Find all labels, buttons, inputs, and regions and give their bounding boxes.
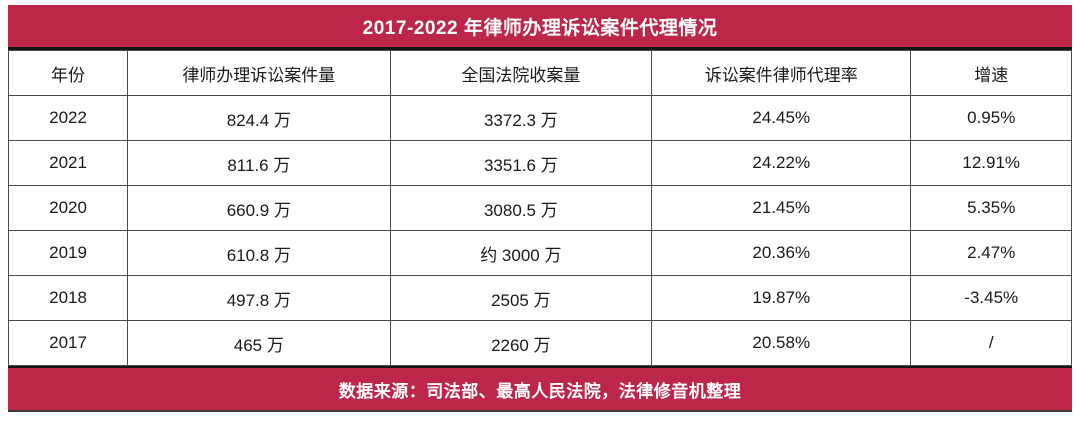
cell-growth: 2.47% <box>910 230 1072 276</box>
cell-agency-rate: 24.45% <box>651 95 912 141</box>
cell-lawyer-cases: 824.4 万 <box>127 95 391 141</box>
column-header-agency-rate: 诉讼案件律师代理率 <box>651 50 912 96</box>
cell-year: 2022 <box>7 95 129 141</box>
table-header-row: 年份 律师办理诉讼案件量 全国法院收案量 诉讼案件律师代理率 增速 <box>7 50 1072 96</box>
cell-agency-rate: 24.22% <box>651 140 912 186</box>
table-row: 2018 497.8 万 2505 万 19.87% -3.45% <box>7 275 1072 321</box>
source-note: 数据来源：司法部、最高人民法院，法律修音机整理 <box>338 381 742 401</box>
table-row: 2019 610.8 万 约 3000 万 20.36% 2.47% <box>7 230 1072 276</box>
table-row: 2020 660.9 万 3080.5 万 21.45% 5.35% <box>7 185 1072 231</box>
cell-lawyer-cases: 660.9 万 <box>127 185 391 231</box>
cell-growth: 12.91% <box>910 140 1072 186</box>
cell-court-cases: 约 3000 万 <box>389 230 653 276</box>
table-row: 2022 824.4 万 3372.3 万 24.45% 0.95% <box>7 95 1072 141</box>
cell-agency-rate: 20.36% <box>651 230 912 276</box>
cell-year: 2019 <box>7 230 129 276</box>
column-header-court-cases: 全国法院收案量 <box>389 50 653 96</box>
cell-year: 2020 <box>7 185 129 231</box>
cell-agency-rate: 19.87% <box>651 275 912 321</box>
cell-growth: 5.35% <box>910 185 1072 231</box>
cell-court-cases: 2260 万 <box>389 320 653 366</box>
table-row: 2021 811.6 万 3351.6 万 24.22% 12.91% <box>7 140 1072 186</box>
column-header-lawyer-cases: 律师办理诉讼案件量 <box>127 50 391 96</box>
statistics-table: 年份 律师办理诉讼案件量 全国法院收案量 诉讼案件律师代理率 增速 2022 8… <box>7 50 1072 366</box>
table-row: 2017 465 万 2260 万 20.58% / <box>7 320 1072 366</box>
cell-lawyer-cases: 610.8 万 <box>127 230 391 276</box>
cell-lawyer-cases: 497.8 万 <box>127 275 391 321</box>
cell-court-cases: 3372.3 万 <box>389 95 653 141</box>
cell-lawyer-cases: 811.6 万 <box>127 140 391 186</box>
source-banner: 数据来源：司法部、最高人民法院，法律修音机整理 <box>8 366 1072 412</box>
cell-court-cases: 3080.5 万 <box>389 185 653 231</box>
cell-growth: 0.95% <box>910 95 1072 141</box>
cell-agency-rate: 21.45% <box>651 185 912 231</box>
page-title: 2017-2022 年律师办理诉讼案件代理情况 <box>362 17 718 39</box>
cell-year: 2017 <box>7 320 129 366</box>
cell-court-cases: 3351.6 万 <box>389 140 653 186</box>
column-header-growth: 增速 <box>910 50 1072 96</box>
cell-lawyer-cases: 465 万 <box>127 320 391 366</box>
cell-year: 2018 <box>7 275 129 321</box>
column-header-year: 年份 <box>7 50 129 96</box>
table-title-banner: 2017-2022 年律师办理诉讼案件代理情况 <box>8 5 1072 50</box>
cell-court-cases: 2505 万 <box>389 275 653 321</box>
cell-growth: -3.45% <box>910 275 1072 321</box>
cell-growth: / <box>910 320 1072 366</box>
cell-agency-rate: 20.58% <box>651 320 912 366</box>
cell-year: 2021 <box>7 140 129 186</box>
